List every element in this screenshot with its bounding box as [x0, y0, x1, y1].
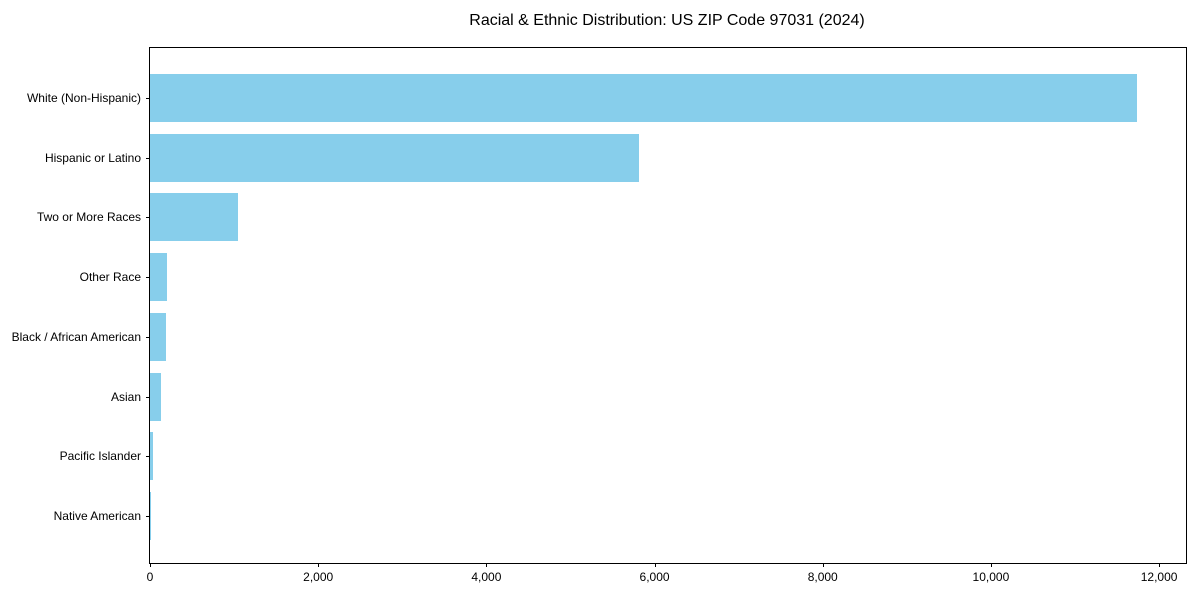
x-tick-6000 [654, 563, 656, 567]
bar-other-race [150, 253, 168, 302]
y-tick-native-american [146, 515, 150, 517]
x-tick-label-6000: 6,000 [639, 570, 670, 584]
category-label-white-non-hispanic: White (Non-Hispanic) [26, 91, 141, 105]
x-tick-10000 [990, 563, 992, 567]
bar-asian [150, 372, 162, 421]
x-tick-0 [150, 563, 151, 567]
x-tick-12000 [1159, 563, 1161, 567]
category-label-hispanic-or-latino: Hispanic or Latino [44, 150, 141, 165]
y-tick-black-african-american [146, 336, 150, 338]
y-tick-other-race [146, 277, 150, 279]
x-tick-label-4000: 4,000 [471, 570, 502, 584]
x-tick-2000 [318, 563, 320, 567]
plot-area: White (Non-Hispanic) Hispanic or Latino Tw… [12, 47, 1187, 584]
category-label-other-race: Other Race [79, 270, 141, 285]
category-label-native-american: Native American [53, 508, 141, 523]
x-tick-label-0: 0 [146, 570, 154, 584]
x-tick-label-8000: 8,000 [807, 570, 838, 584]
category-label-black-african-american: Black / African American [11, 329, 141, 344]
category-label-asian: Asian [110, 389, 141, 404]
x-tick-label-12000: 12,000 [1140, 570, 1178, 584]
y-tick-pacific-islander [146, 456, 150, 458]
y-tick-asian [146, 396, 150, 398]
y-tick-hispanic-or-latino [146, 157, 150, 159]
chart-title: Racial & Ethnic Distribution: US ZIP Cod… [469, 12, 865, 29]
x-tick-8000 [822, 563, 824, 567]
bar-two-or-more-races [150, 193, 239, 242]
x-tick-label-2000: 2,000 [303, 570, 334, 584]
x-tick-4000 [486, 563, 488, 567]
y-tick-white-non-hispanic [146, 98, 150, 99]
bar-hispanic-or-latino [150, 133, 639, 182]
x-tick-label-10000: 10,000 [972, 570, 1010, 584]
bar-black-african-american [150, 312, 166, 361]
category-label-two-or-more-races: Two or More Races [36, 210, 141, 225]
bar-pacific-islander [150, 432, 153, 481]
y-tick-two-or-more-races [146, 217, 150, 219]
bar-white-non-hispanic [150, 74, 1138, 122]
category-label-pacific-islander: Pacific Islander [59, 449, 141, 464]
